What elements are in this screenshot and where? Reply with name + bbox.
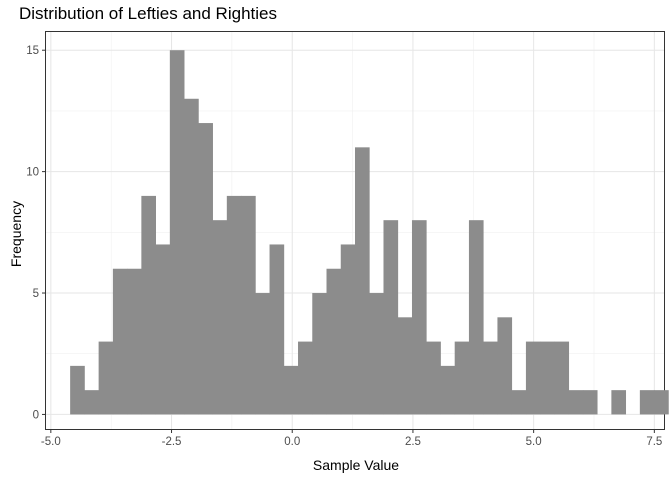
histogram-bar <box>568 390 584 415</box>
histogram-bar <box>241 195 256 415</box>
histogram-bar <box>639 390 655 415</box>
histogram-bar <box>312 293 327 415</box>
histogram-bar <box>127 268 142 415</box>
y-tick-label: 15 <box>26 45 39 57</box>
histogram-bar <box>141 195 156 415</box>
histogram-bar <box>184 98 199 415</box>
chart-title: Distribution of Lefties and Righties <box>19 4 277 23</box>
histogram-bar <box>511 390 527 415</box>
histogram-bar <box>654 390 669 415</box>
y-tick-label: 10 <box>26 167 39 179</box>
histogram-bar <box>582 390 598 415</box>
histogram-bar <box>84 390 100 415</box>
histogram-bar <box>169 50 185 415</box>
histogram-bar <box>483 341 498 415</box>
x-tick-label: 0.0 <box>284 436 300 448</box>
histogram-bar <box>411 220 427 415</box>
histogram-bar <box>112 268 128 415</box>
histogram-bar <box>611 390 627 415</box>
histogram-bar <box>70 365 85 415</box>
histogram-bar <box>269 244 285 415</box>
histogram-bar <box>383 220 399 415</box>
histogram-bar <box>468 220 484 415</box>
histogram-bar <box>98 341 114 415</box>
histogram-bar <box>525 341 541 415</box>
histogram-bar <box>369 293 384 415</box>
x-tick-label: -2.5 <box>162 436 182 448</box>
histogram-bar <box>554 341 570 415</box>
histogram-bar <box>226 195 242 415</box>
histogram-bar <box>283 365 299 415</box>
x-tick-label: 7.5 <box>646 436 662 448</box>
histogram-bar <box>440 365 456 415</box>
x-tick-label: 5.0 <box>526 436 542 448</box>
histogram-bar <box>340 244 356 415</box>
histogram-bar <box>454 341 470 415</box>
histogram-bars <box>70 50 669 415</box>
histogram-bar <box>198 123 213 415</box>
histogram-bar <box>155 244 171 415</box>
histogram-bar <box>426 341 441 415</box>
histogram-bar <box>326 268 342 415</box>
histogram-bar <box>298 341 313 415</box>
histogram-bar <box>397 317 413 415</box>
x-axis-title: Sample Value <box>312 457 400 473</box>
y-tick-label: 0 <box>33 409 39 421</box>
plot-panel-border <box>45 31 665 430</box>
histogram-bar <box>255 293 270 415</box>
x-tick-label: 2.5 <box>405 436 421 448</box>
histogram-bar <box>540 341 555 415</box>
histogram-bar <box>355 147 370 415</box>
axes: -5.0 -2.5 0.0 2.5 5.0 7.5 0 5 10 15 <box>26 45 662 448</box>
x-tick-label: -5.0 <box>41 436 61 448</box>
histogram-bar <box>212 220 228 415</box>
histogram-bar <box>497 317 513 415</box>
y-tick-label: 5 <box>33 288 39 300</box>
y-axis-title: Frequency <box>8 200 24 268</box>
